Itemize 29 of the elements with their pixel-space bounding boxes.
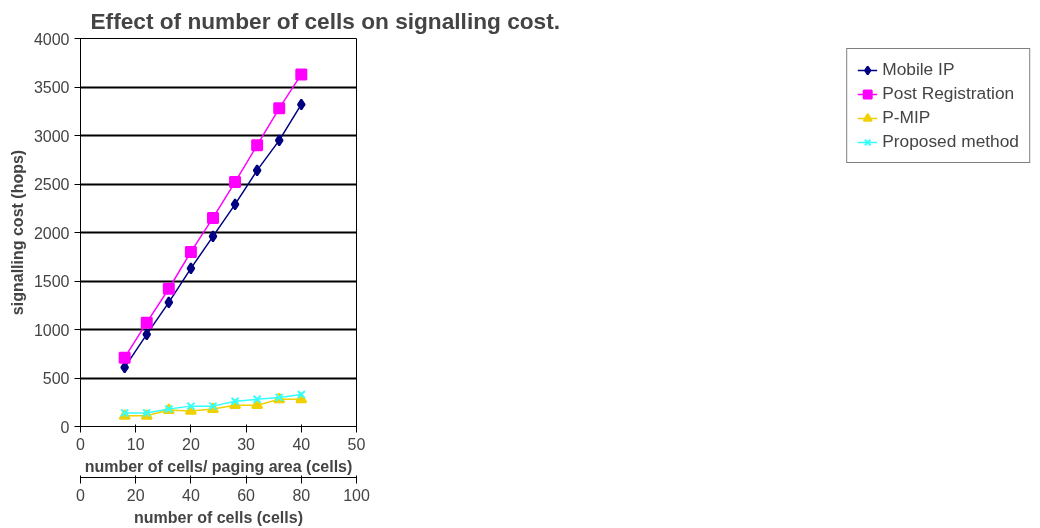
x-tick-label: 30	[237, 435, 256, 453]
y-tick-label: 1500	[33, 273, 70, 290]
x2-tick-label: 100	[343, 486, 370, 504]
x-tick-label: 50	[347, 435, 366, 453]
y-tick-label: 4000	[33, 30, 70, 48]
chart-title: Effect of number of cells on signalling cost.	[90, 7, 561, 34]
x2-tick-label: 80	[292, 486, 311, 504]
x2-axis-title: number of cells (cells)	[134, 508, 303, 526]
y-tick-label: 1000	[33, 321, 70, 339]
y-tick-label: 3500	[33, 79, 70, 96]
x-axis-title: number of cells/ paging area (cells)	[84, 457, 353, 475]
y-tick-label: 2500	[33, 176, 70, 193]
x2-tick-label: 40	[182, 486, 200, 504]
x-tick-label: 0	[76, 435, 86, 453]
y-tick-label: 2000	[33, 224, 70, 242]
x2-tick-label: 60	[237, 486, 256, 504]
x-tick-label: 20	[182, 435, 200, 453]
legend-label: Mobile IP	[882, 59, 955, 80]
legend-label: Post Registration	[882, 83, 1015, 104]
x2-tick-label: 20	[126, 486, 145, 504]
y-tick-label: 500	[42, 370, 70, 387]
x-tick-label: 10	[126, 435, 145, 453]
y-tick-label: 3000	[33, 127, 70, 145]
legend-label: P-MIP	[882, 107, 931, 128]
x-tick-label: 40	[292, 435, 311, 453]
x2-tick-label: 0	[76, 486, 86, 504]
y-tick-label: 0	[60, 418, 70, 436]
y-axis-title: signalling cost (hops)	[8, 149, 26, 316]
legend-label: Proposed method	[882, 131, 1019, 152]
